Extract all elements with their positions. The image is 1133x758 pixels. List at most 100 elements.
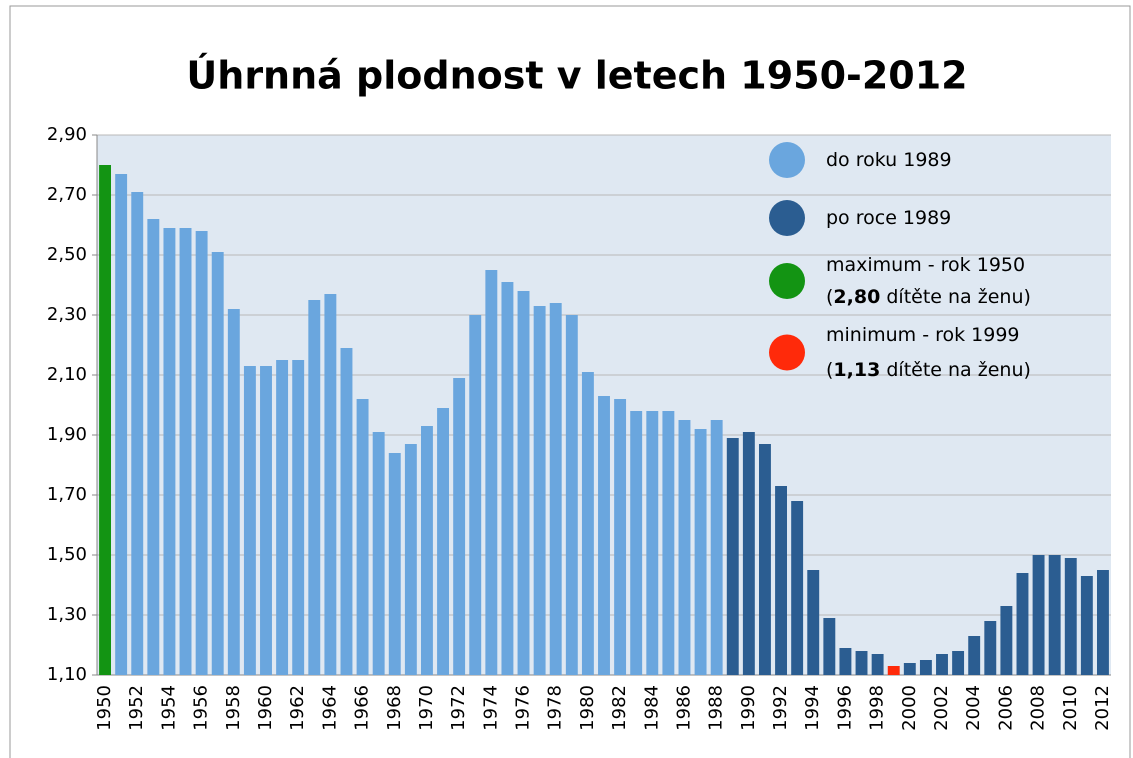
bar (163, 228, 176, 675)
x-tick-label: 1950 (94, 685, 115, 731)
x-tick-label: 1966 (352, 685, 373, 731)
legend-label: do roku 1989 (826, 149, 952, 171)
x-tick-label: 1986 (673, 685, 694, 731)
y-tick-label: 1,10 (47, 664, 87, 685)
y-tick-label: 2,10 (47, 364, 87, 385)
bar (533, 306, 546, 675)
legend-text: do roku 1989 (826, 149, 952, 171)
bar (630, 411, 643, 675)
x-tick-label: 1994 (802, 685, 823, 731)
chart-title: Úhrnná plodnost v letech 1950-2012 (186, 54, 967, 98)
bar (372, 432, 385, 675)
legend-text: dítěte na ženu) (880, 359, 1031, 381)
bar (420, 426, 433, 675)
x-tick-label: 1960 (255, 685, 276, 731)
legend-label: (1,13 dítěte na ženu) (826, 359, 1031, 381)
bar (919, 660, 932, 675)
y-tick-label: 2,90 (47, 124, 87, 145)
legend-text: ( (826, 359, 833, 381)
bar (179, 228, 192, 675)
bar (404, 444, 417, 675)
bar (469, 315, 482, 675)
x-tick-label: 2004 (963, 685, 984, 731)
x-tick-label: 2012 (1092, 685, 1113, 731)
x-tick-label: 1990 (738, 685, 759, 731)
bar (710, 420, 723, 675)
bar (726, 438, 739, 675)
bar (227, 309, 240, 675)
x-tick-label: 1974 (480, 685, 501, 731)
bar (115, 174, 128, 675)
bar (984, 621, 997, 675)
x-tick-label: 2008 (1028, 685, 1049, 731)
y-tick-label: 1,30 (47, 604, 87, 625)
bar (211, 252, 224, 675)
x-tick-label: 1988 (706, 685, 727, 731)
legend-text: 1,13 (833, 359, 880, 381)
bar (99, 165, 112, 675)
bar (1064, 558, 1077, 675)
x-tick-label: 1982 (609, 685, 630, 731)
bar (598, 396, 610, 675)
x-tick-label: 1954 (158, 685, 179, 731)
bar (308, 300, 321, 675)
bar (662, 411, 675, 675)
x-tick-label: 1962 (287, 685, 308, 731)
bar (742, 432, 755, 675)
x-tick-label: 1992 (770, 685, 791, 731)
x-tick-label: 2010 (1060, 685, 1081, 731)
bar (1032, 555, 1045, 675)
bar (549, 303, 562, 675)
bar (565, 315, 578, 675)
x-tick-label: 1980 (577, 685, 598, 731)
legend-text: dítěte na ženu) (880, 286, 1031, 308)
x-tick-label: 2000 (899, 685, 920, 731)
legend-marker (769, 334, 805, 371)
bar (437, 408, 450, 675)
x-tick-label: 1976 (513, 685, 534, 731)
bar (517, 291, 530, 675)
y-tick-label: 2,50 (47, 244, 87, 265)
y-tick-label: 1,90 (47, 424, 87, 445)
bar (243, 366, 256, 675)
bar (276, 360, 289, 675)
y-tick-label: 1,50 (47, 544, 87, 565)
legend-label: (2,80 dítěte na ženu) (826, 286, 1031, 308)
bar (501, 282, 514, 675)
bar (952, 651, 965, 675)
bar (324, 294, 337, 675)
bar (1096, 570, 1109, 675)
bar (646, 411, 659, 675)
legend-marker (769, 142, 805, 178)
x-tick-label: 1972 (448, 685, 469, 731)
x-tick-label: 1958 (223, 685, 244, 731)
x-tick-label: 1970 (416, 685, 437, 731)
bar (839, 648, 852, 675)
bar (823, 618, 836, 675)
bar (775, 486, 788, 675)
bar (1016, 573, 1029, 675)
x-tick-label: 1956 (191, 685, 212, 731)
bar (388, 453, 401, 675)
bar (791, 501, 804, 675)
bar (1048, 555, 1061, 675)
bar (614, 399, 627, 675)
bar (131, 192, 144, 675)
legend-label: minimum - rok 1999 (826, 324, 1020, 346)
y-tick-label: 2,70 (47, 184, 87, 205)
x-tick-label: 1996 (834, 685, 855, 731)
bar (871, 654, 884, 675)
bar (903, 663, 916, 675)
bar (485, 270, 498, 675)
bar (968, 636, 981, 675)
y-tick-label: 2,30 (47, 304, 87, 325)
legend-marker (769, 200, 805, 236)
bar (758, 444, 771, 675)
x-tick-label: 2002 (931, 685, 952, 731)
x-tick-label: 1998 (867, 685, 888, 731)
bar (1080, 576, 1093, 675)
bar (260, 366, 272, 675)
bar (855, 651, 868, 675)
x-tick-label: 1968 (384, 685, 405, 731)
